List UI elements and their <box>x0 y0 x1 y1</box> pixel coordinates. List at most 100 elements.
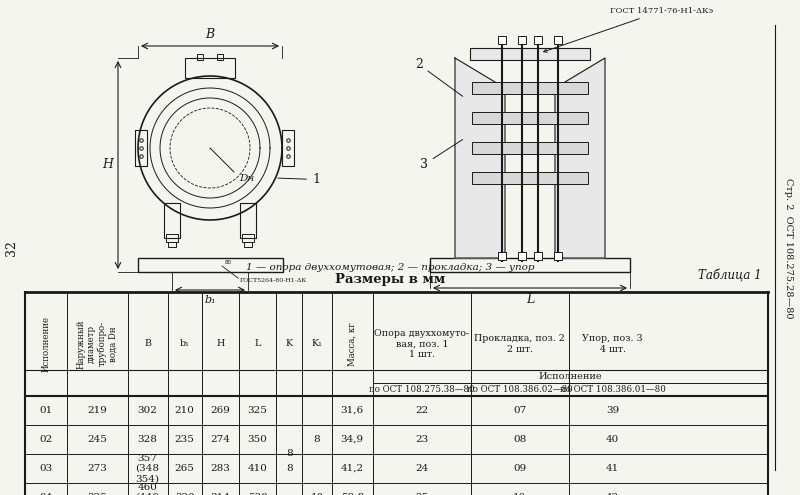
Bar <box>164 203 180 238</box>
Text: 273: 273 <box>87 464 107 473</box>
Text: 39: 39 <box>606 406 619 415</box>
Bar <box>166 234 178 242</box>
Text: 03: 03 <box>39 464 53 473</box>
Text: Исполнение: Исполнение <box>538 372 602 381</box>
Text: 59,8: 59,8 <box>341 493 364 495</box>
Text: b₁: b₁ <box>204 295 216 305</box>
Text: 24: 24 <box>415 464 428 473</box>
Bar <box>498 36 506 44</box>
Text: 04: 04 <box>39 493 53 495</box>
Text: H: H <box>102 158 113 171</box>
Text: 530: 530 <box>248 493 267 495</box>
Text: 314: 314 <box>210 493 230 495</box>
Text: 3: 3 <box>420 140 462 171</box>
Text: Опора двуххомуто-
вая, поз. 1
1 шт.: Опора двуххомуто- вая, поз. 1 1 шт. <box>374 329 470 359</box>
Text: 269: 269 <box>210 406 230 415</box>
Text: 245: 245 <box>87 435 107 444</box>
Bar <box>240 203 256 238</box>
Text: 219: 219 <box>87 406 107 415</box>
Text: 325: 325 <box>248 406 267 415</box>
Text: 328: 328 <box>138 435 158 444</box>
Bar <box>518 36 526 44</box>
Text: 410: 410 <box>248 464 267 473</box>
Text: 320: 320 <box>175 493 194 495</box>
Text: 8: 8 <box>286 449 293 458</box>
Bar <box>244 242 252 247</box>
Text: по ОСТ 108.386.02—80: по ОСТ 108.386.02—80 <box>467 385 573 394</box>
Text: 460
(449
454): 460 (449 454) <box>135 483 159 495</box>
Text: L: L <box>254 340 261 348</box>
Bar <box>518 252 526 260</box>
Bar <box>135 130 147 166</box>
Text: B: B <box>144 340 151 348</box>
Text: 210: 210 <box>175 406 194 415</box>
Text: 41,2: 41,2 <box>341 464 364 473</box>
Text: 22: 22 <box>415 406 428 415</box>
Text: Прокладка, поз. 2
2 шт.: Прокладка, поз. 2 2 шт. <box>474 334 566 354</box>
Text: ГОСТ 14771-76-Н1-ΔКэ: ГОСТ 14771-76-Н1-ΔКэ <box>544 7 713 52</box>
Text: Размеры в мм: Размеры в мм <box>335 274 445 287</box>
Text: по ОСТ 108.386.01—80: по ОСТ 108.386.01—80 <box>560 385 666 394</box>
Text: 8: 8 <box>314 435 320 444</box>
Text: 09: 09 <box>514 464 526 473</box>
Text: Упор, поз. 3
4 шт.: Упор, поз. 3 4 шт. <box>582 334 643 354</box>
Bar <box>430 258 630 272</box>
Bar <box>472 82 588 94</box>
Text: 40: 40 <box>606 435 619 444</box>
Bar <box>472 112 588 124</box>
Text: 357
(348
354): 357 (348 354) <box>135 453 159 484</box>
Bar <box>197 54 203 60</box>
Text: 08: 08 <box>514 435 526 444</box>
Bar <box>498 252 506 260</box>
Bar <box>470 48 590 60</box>
Text: L: L <box>526 293 534 306</box>
Text: H: H <box>216 340 225 348</box>
Text: 31,6: 31,6 <box>341 406 364 415</box>
Text: 41: 41 <box>606 464 619 473</box>
Bar <box>242 234 254 242</box>
Text: 325: 325 <box>87 493 107 495</box>
Text: 10: 10 <box>310 493 324 495</box>
Text: по ОСТ 108.275.38—80: по ОСТ 108.275.38—80 <box>369 385 474 394</box>
Text: 01: 01 <box>39 406 53 415</box>
Text: B: B <box>206 28 214 41</box>
Bar <box>217 54 223 60</box>
Text: Исполнение: Исполнение <box>42 316 50 372</box>
Bar <box>138 258 283 272</box>
Text: K₁: K₁ <box>311 340 322 348</box>
Text: Стр. 2  ОСТ 108.275.28—80: Стр. 2 ОСТ 108.275.28—80 <box>783 178 793 318</box>
Bar <box>534 36 542 44</box>
Text: 25: 25 <box>415 493 428 495</box>
Bar <box>554 252 562 260</box>
Text: 80: 80 <box>225 260 231 265</box>
Bar <box>185 58 235 78</box>
Text: 350: 350 <box>248 435 267 444</box>
Text: 23: 23 <box>415 435 428 444</box>
Text: 235: 235 <box>175 435 194 444</box>
Bar <box>554 36 562 44</box>
Text: 265: 265 <box>175 464 194 473</box>
Text: 8: 8 <box>286 464 293 473</box>
Text: 2: 2 <box>415 58 462 97</box>
Text: 02: 02 <box>39 435 53 444</box>
Text: b₁: b₁ <box>180 340 190 348</box>
Text: ГОСТ5264-80-Н1-ΔК: ГОСТ5264-80-Н1-ΔК <box>240 278 307 283</box>
Text: K: K <box>286 340 293 348</box>
Text: 274: 274 <box>210 435 230 444</box>
Text: 283: 283 <box>210 464 230 473</box>
Polygon shape <box>455 58 505 258</box>
Text: Dн: Dн <box>239 174 254 183</box>
Text: 10: 10 <box>514 493 526 495</box>
Text: 1: 1 <box>278 173 320 186</box>
Bar <box>472 172 588 184</box>
Text: 302: 302 <box>138 406 158 415</box>
Text: 34,9: 34,9 <box>341 435 364 444</box>
Text: Таблица 1: Таблица 1 <box>698 269 762 283</box>
Bar <box>472 142 588 154</box>
Text: 42: 42 <box>606 493 619 495</box>
Bar <box>168 242 176 247</box>
Text: 32: 32 <box>6 240 18 256</box>
Text: Наружный
диаметр
трубопро-
вода Dн: Наружный диаметр трубопро- вода Dн <box>77 319 118 369</box>
Text: 07: 07 <box>514 406 526 415</box>
Text: 1 — опора двуххомутовая; 2 — прокладка; 3 — упор: 1 — опора двуххомутовая; 2 — прокладка; … <box>246 263 534 273</box>
